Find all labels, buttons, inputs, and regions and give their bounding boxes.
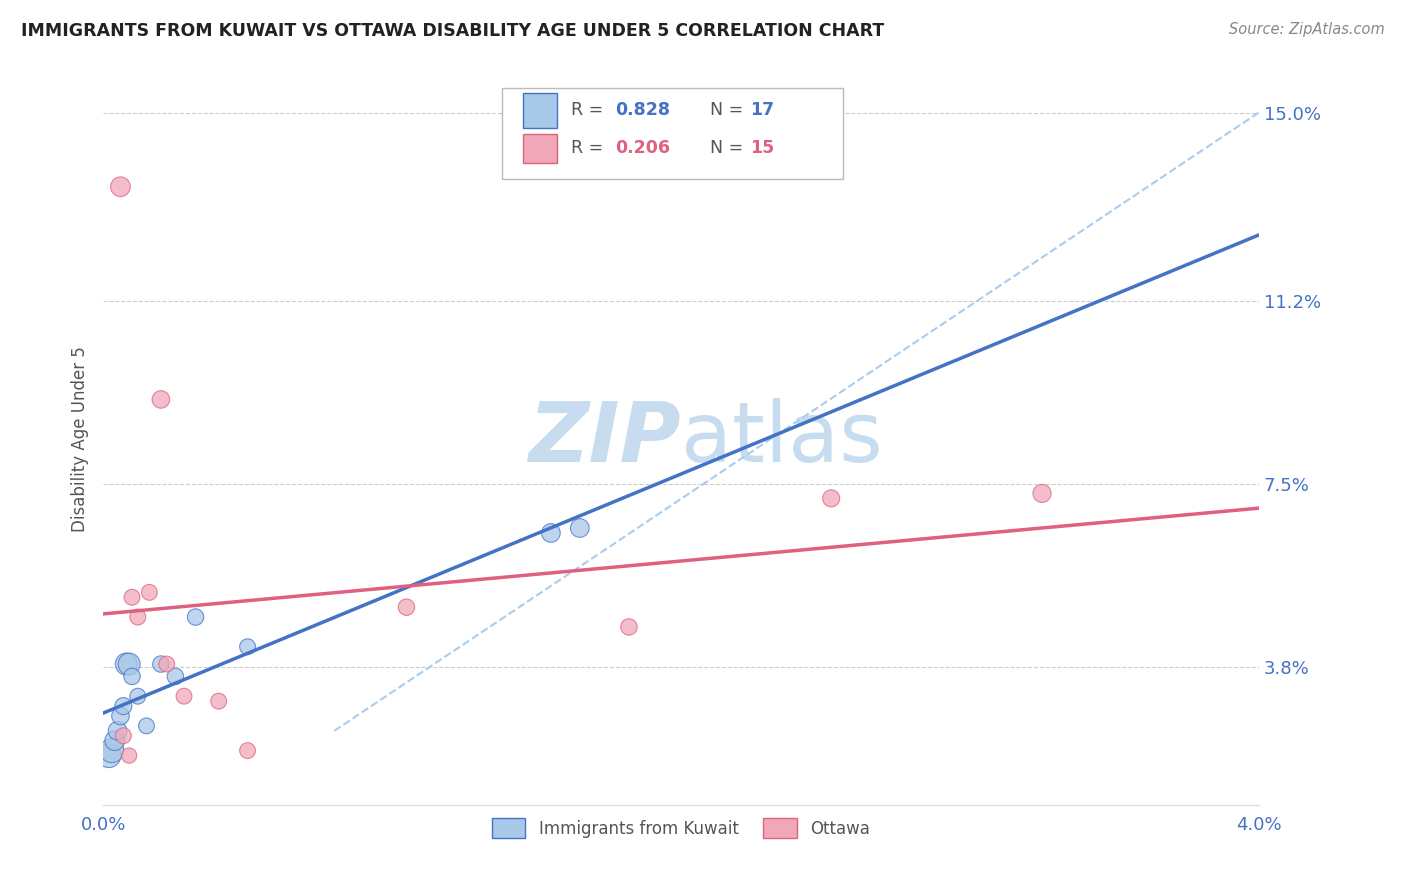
Point xyxy=(184,610,207,624)
Point xyxy=(540,526,562,541)
Point xyxy=(568,521,591,535)
Y-axis label: Disability Age Under 5: Disability Age Under 5 xyxy=(72,346,89,532)
Point xyxy=(236,743,259,757)
Text: 17: 17 xyxy=(751,102,775,120)
FancyBboxPatch shape xyxy=(523,134,557,163)
Point xyxy=(110,709,132,723)
Point xyxy=(115,657,138,671)
Point xyxy=(173,689,195,703)
Text: R =: R = xyxy=(571,102,609,120)
Text: N =: N = xyxy=(710,139,748,157)
Point xyxy=(156,657,179,671)
Point xyxy=(208,694,231,708)
Point xyxy=(395,600,418,615)
Point xyxy=(149,657,172,671)
Point xyxy=(121,591,143,605)
Text: Source: ZipAtlas.com: Source: ZipAtlas.com xyxy=(1229,22,1385,37)
Point xyxy=(118,748,141,763)
Point xyxy=(97,748,120,763)
Point xyxy=(104,733,127,747)
Point xyxy=(135,719,157,733)
Point xyxy=(112,699,135,714)
Text: atlas: atlas xyxy=(681,399,883,480)
Text: 0.206: 0.206 xyxy=(614,139,671,157)
Point xyxy=(101,743,124,757)
Point xyxy=(110,179,132,194)
Point xyxy=(617,620,640,634)
Point xyxy=(127,610,149,624)
Point xyxy=(1031,486,1053,500)
Text: ZIP: ZIP xyxy=(529,399,681,480)
Text: N =: N = xyxy=(710,102,748,120)
Point xyxy=(127,689,149,703)
Point xyxy=(165,669,187,683)
Point xyxy=(236,640,259,654)
FancyBboxPatch shape xyxy=(523,93,557,128)
Text: 15: 15 xyxy=(751,139,775,157)
Text: 0.828: 0.828 xyxy=(614,102,671,120)
Point xyxy=(107,723,129,738)
Point xyxy=(118,657,141,671)
Text: IMMIGRANTS FROM KUWAIT VS OTTAWA DISABILITY AGE UNDER 5 CORRELATION CHART: IMMIGRANTS FROM KUWAIT VS OTTAWA DISABIL… xyxy=(21,22,884,40)
FancyBboxPatch shape xyxy=(502,87,842,179)
Point xyxy=(149,392,172,407)
Point xyxy=(820,491,842,506)
Point xyxy=(112,729,135,743)
Point xyxy=(121,669,143,683)
Point xyxy=(138,585,160,599)
Text: R =: R = xyxy=(571,139,609,157)
Legend: Immigrants from Kuwait, Ottawa: Immigrants from Kuwait, Ottawa xyxy=(485,812,876,844)
